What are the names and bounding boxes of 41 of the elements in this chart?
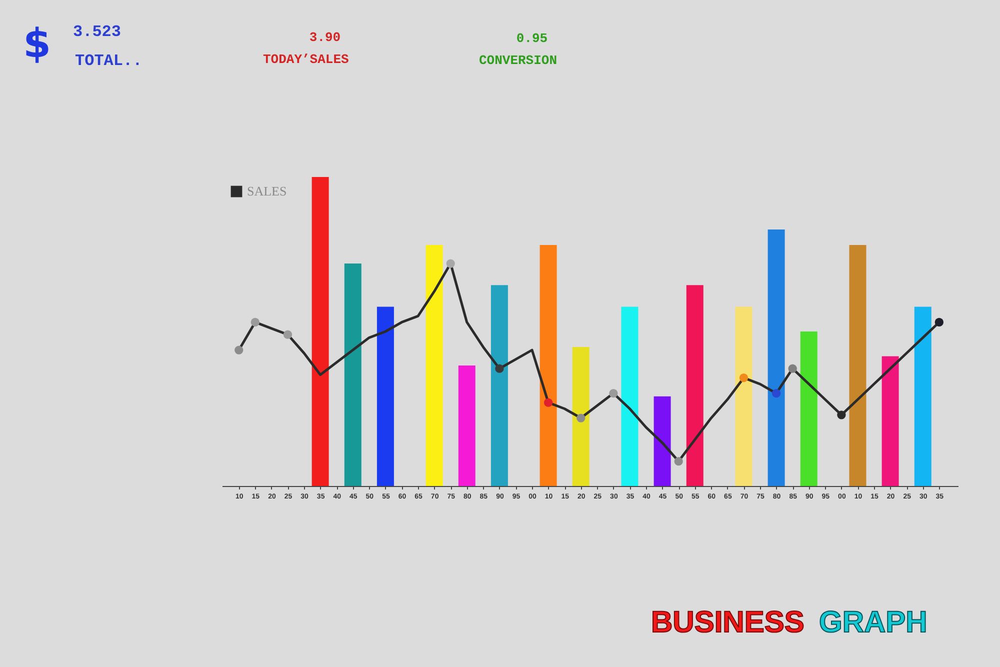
bar	[344, 264, 362, 486]
point	[250, 318, 260, 327]
bar	[312, 177, 329, 486]
text: 3.523	[73, 23, 122, 41]
point	[234, 346, 244, 354]
point	[739, 374, 748, 382]
bar	[540, 244, 557, 486]
bar	[849, 244, 866, 486]
text: $	[23, 21, 51, 67]
bar	[426, 244, 443, 486]
point	[283, 330, 292, 339]
legend-label: SALES	[247, 184, 287, 198]
bar	[686, 285, 704, 486]
bar	[572, 346, 590, 486]
bar	[458, 365, 476, 486]
bar	[768, 230, 785, 486]
text: TODAY’SALES	[263, 52, 350, 67]
point	[674, 456, 683, 466]
text: 0.95	[516, 31, 548, 46]
bar	[490, 285, 508, 486]
bar	[882, 356, 899, 486]
bar	[735, 306, 752, 486]
point	[934, 318, 944, 327]
point	[495, 364, 504, 373]
bar	[914, 306, 932, 486]
bar	[376, 306, 394, 486]
bar	[621, 306, 638, 486]
text: TOTAL..	[75, 52, 142, 70]
text: 3.90	[309, 30, 341, 45]
text: GRAPH	[819, 606, 928, 639]
text: CONVERSION	[479, 53, 558, 68]
bar	[800, 332, 818, 486]
point	[446, 259, 455, 268]
point	[788, 364, 797, 373]
point	[576, 414, 586, 422]
bar	[654, 396, 671, 486]
point	[837, 410, 846, 420]
point	[609, 388, 618, 398]
text: BUSINESS	[651, 606, 804, 639]
point	[772, 388, 781, 398]
point	[544, 398, 553, 407]
